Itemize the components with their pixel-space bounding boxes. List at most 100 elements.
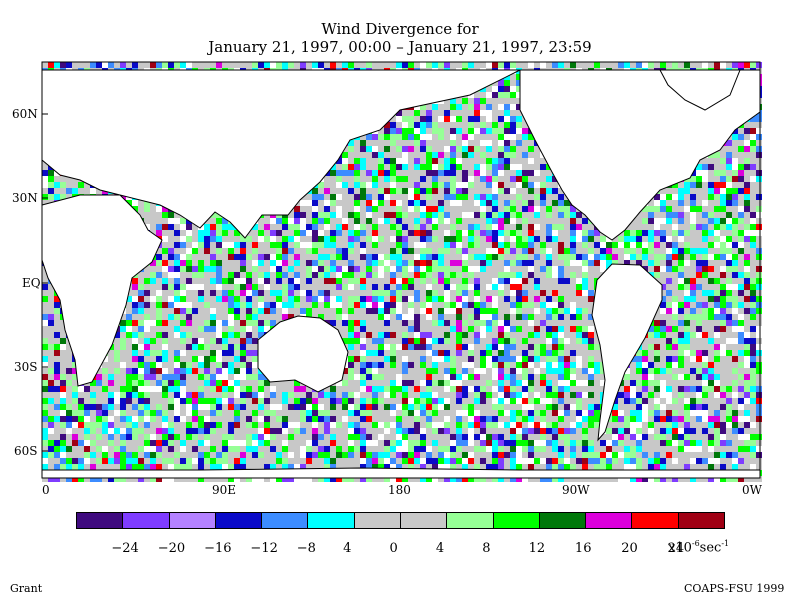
divergence-pixel <box>168 248 174 254</box>
divergence-pixel <box>666 206 672 212</box>
divergence-pixel <box>330 218 336 224</box>
divergence-pixel <box>480 122 486 128</box>
divergence-pixel <box>180 266 186 272</box>
divergence-pixel <box>750 170 756 176</box>
divergence-pixel <box>720 278 726 284</box>
divergence-pixel <box>234 242 240 248</box>
divergence-pixel <box>480 134 486 140</box>
divergence-pixel <box>426 296 432 302</box>
divergence-pixel <box>390 212 396 218</box>
divergence-pixel <box>708 170 714 176</box>
divergence-pixel <box>156 254 162 260</box>
divergence-pixel <box>732 278 738 284</box>
divergence-pixel <box>492 194 498 200</box>
divergence-pixel <box>138 62 144 68</box>
divergence-pixel <box>312 224 318 230</box>
divergence-pixel <box>468 128 474 134</box>
divergence-pixel <box>702 308 708 314</box>
divergence-pixel <box>342 194 348 200</box>
divergence-pixel <box>522 194 528 200</box>
divergence-pixel <box>270 284 276 290</box>
divergence-pixel <box>528 224 534 230</box>
divergence-pixel <box>510 284 516 290</box>
divergence-pixel <box>438 284 444 290</box>
divergence-pixel <box>516 134 522 140</box>
divergence-pixel <box>114 332 120 338</box>
divergence-pixel <box>360 200 366 206</box>
divergence-pixel <box>288 248 294 254</box>
divergence-pixel <box>300 260 306 266</box>
divergence-pixel <box>666 188 672 194</box>
divergence-pixel <box>582 254 588 260</box>
divergence-pixel <box>582 284 588 290</box>
divergence-pixel <box>402 230 408 236</box>
divergence-pixel <box>462 278 468 284</box>
divergence-pixel <box>558 302 564 308</box>
divergence-pixel <box>486 218 492 224</box>
divergence-pixel <box>300 296 306 302</box>
divergence-pixel <box>744 122 750 128</box>
divergence-pixel <box>378 260 384 266</box>
divergence-pixel <box>654 326 660 332</box>
divergence-pixel <box>660 62 666 68</box>
divergence-pixel <box>744 308 750 314</box>
divergence-pixel <box>360 272 366 278</box>
divergence-pixel <box>486 260 492 266</box>
divergence-pixel <box>684 320 690 326</box>
divergence-pixel <box>336 266 342 272</box>
divergence-pixel <box>432 158 438 164</box>
divergence-pixel <box>150 218 156 224</box>
divergence-pixel <box>312 272 318 278</box>
divergence-pixel <box>420 152 426 158</box>
divergence-pixel <box>678 218 684 224</box>
divergence-pixel <box>558 290 564 296</box>
divergence-pixel <box>48 326 54 332</box>
divergence-pixel <box>366 332 372 338</box>
divergence-pixel <box>492 284 498 290</box>
divergence-pixel <box>408 200 414 206</box>
divergence-pixel <box>450 194 456 200</box>
divergence-pixel <box>222 248 228 254</box>
divergence-pixel <box>378 140 384 146</box>
divergence-pixel <box>534 218 540 224</box>
divergence-pixel <box>468 62 474 68</box>
divergence-pixel <box>558 206 564 212</box>
divergence-pixel <box>222 284 228 290</box>
divergence-pixel <box>438 302 444 308</box>
divergence-pixel <box>642 212 648 218</box>
divergence-pixel <box>540 218 546 224</box>
divergence-pixel <box>480 158 486 164</box>
divergence-pixel <box>522 206 528 212</box>
divergence-pixel <box>750 290 756 296</box>
divergence-pixel <box>750 314 756 320</box>
divergence-pixel <box>372 206 378 212</box>
divergence-pixel <box>234 260 240 266</box>
divergence-pixel <box>294 218 300 224</box>
divergence-pixel <box>192 248 198 254</box>
divergence-pixel <box>300 302 306 308</box>
divergence-pixel <box>504 164 510 170</box>
divergence-pixel <box>666 266 672 272</box>
divergence-pixel <box>510 122 516 128</box>
divergence-pixel <box>216 266 222 272</box>
divergence-pixel <box>528 302 534 308</box>
divergence-pixel <box>306 272 312 278</box>
divergence-pixel <box>312 194 318 200</box>
divergence-pixel <box>564 326 570 332</box>
divergence-pixel <box>474 92 480 98</box>
divergence-pixel <box>168 224 174 230</box>
divergence-pixel <box>426 332 432 338</box>
divergence-pixel <box>402 140 408 146</box>
divergence-pixel <box>282 230 288 236</box>
divergence-pixel <box>354 146 360 152</box>
divergence-pixel <box>432 248 438 254</box>
divergence-pixel <box>720 164 726 170</box>
divergence-pixel <box>582 296 588 302</box>
divergence-pixel <box>414 188 420 194</box>
divergence-pixel <box>234 308 240 314</box>
divergence-pixel <box>150 62 156 68</box>
divergence-pixel <box>330 290 336 296</box>
divergence-pixel <box>378 308 384 314</box>
divergence-pixel <box>474 224 480 230</box>
divergence-pixel <box>282 296 288 302</box>
